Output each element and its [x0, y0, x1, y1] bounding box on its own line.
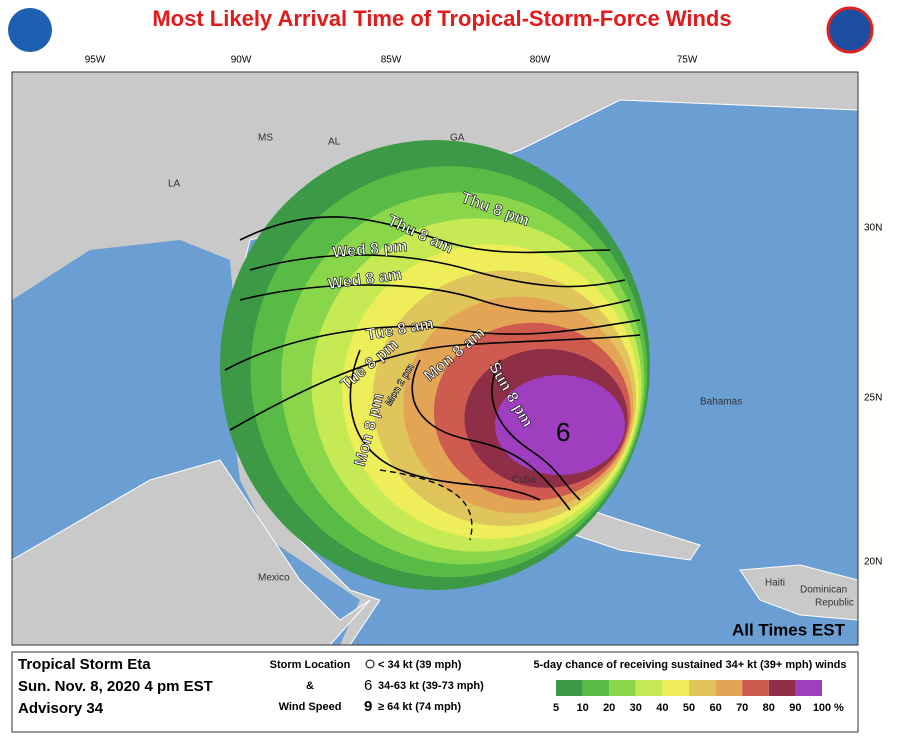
advisory-date: Sun. Nov. 8, 2020 4 pm EST	[18, 678, 213, 695]
symbol-label: ≥ 64 kt (74 mph)	[378, 701, 461, 713]
scale-label: 60	[709, 702, 721, 714]
place-label: Cuba	[512, 475, 536, 486]
longitude-label: 90W	[231, 55, 252, 66]
place-label: Mexico	[258, 573, 290, 584]
contour	[229, 334, 641, 431]
place-label: Haiti	[765, 578, 785, 589]
place-label: LA	[168, 179, 181, 190]
scale-swatch	[609, 680, 636, 696]
contour	[491, 359, 581, 501]
place-label: Dominican	[800, 585, 847, 596]
contour	[239, 216, 611, 254]
place-label: MS	[258, 133, 273, 144]
dashed-contour	[379, 469, 473, 541]
scale-label: 90	[789, 702, 801, 714]
contour	[349, 349, 541, 501]
nws-logo	[826, 6, 874, 54]
place-label: Bahamas	[700, 397, 742, 408]
title: Most Likely Arrival Time of Tropical-Sto…	[152, 6, 731, 31]
scale-label: 5	[553, 702, 559, 714]
scale-swatch	[768, 680, 796, 696]
longitude-label: 95W	[85, 55, 106, 66]
scale-label: 80	[763, 702, 775, 714]
scale-label: 70	[736, 702, 748, 714]
scale-label: 40	[656, 702, 668, 714]
probability-scale: 5 10 20 30 40 50 60 70 80 90 100%	[553, 680, 844, 714]
symbol-ts: 6	[364, 677, 372, 694]
legend-label: &	[306, 680, 314, 692]
legend-label: Storm Location	[270, 659, 351, 671]
noaa-logo	[8, 8, 52, 52]
scale-label: 50	[683, 702, 695, 714]
probability-band	[495, 375, 625, 475]
scale-swatch	[582, 680, 610, 696]
latitude-label: 25N	[864, 393, 882, 404]
scale-swatch	[742, 680, 769, 696]
scale-label: 10	[576, 702, 588, 714]
scale-title: 5-day chance of receiving sustained 34+ …	[534, 659, 847, 671]
symbol-label: < 34 kt (39 mph)	[378, 659, 462, 671]
mexico-land	[12, 459, 371, 645]
scale-swatch	[556, 680, 583, 696]
scale-swatch	[795, 680, 822, 696]
place-label: Republic	[815, 598, 854, 609]
longitude-label: 75W	[677, 55, 698, 66]
times-note: All Times EST	[732, 620, 846, 639]
contour	[224, 319, 641, 371]
scale-swatch	[689, 680, 716, 696]
contour	[249, 254, 626, 288]
latitude-label: 20N	[864, 557, 882, 568]
scale-label: 20	[603, 702, 615, 714]
advisory-number: Advisory 34	[18, 700, 104, 717]
latitude-label: 30N	[864, 223, 882, 234]
contour	[239, 284, 631, 313]
map-frame	[11, 71, 859, 646]
scale-swatch	[715, 680, 743, 696]
symbol-label: 34-63 kt (39-73 mph)	[378, 680, 484, 692]
map: 6	[12, 72, 858, 645]
legend-label: Wind Speed	[279, 701, 342, 713]
hispaniola	[739, 564, 858, 621]
longitude-label: 85W	[381, 55, 402, 66]
place-label: AL	[328, 137, 341, 148]
scale-label: 100	[813, 702, 831, 714]
scale-label: 30	[630, 702, 642, 714]
symbol-hurricane: 9	[364, 698, 372, 715]
scale-unit: %	[834, 702, 844, 714]
place-label: GA	[450, 133, 465, 144]
scale-swatch	[635, 680, 663, 696]
symbol-weak	[365, 659, 375, 669]
storm-name: Tropical Storm Eta	[18, 656, 151, 673]
scale-swatch	[662, 680, 689, 696]
longitude-label: 80W	[530, 55, 551, 66]
contour	[411, 359, 571, 511]
storm-symbol: 6	[556, 417, 570, 447]
